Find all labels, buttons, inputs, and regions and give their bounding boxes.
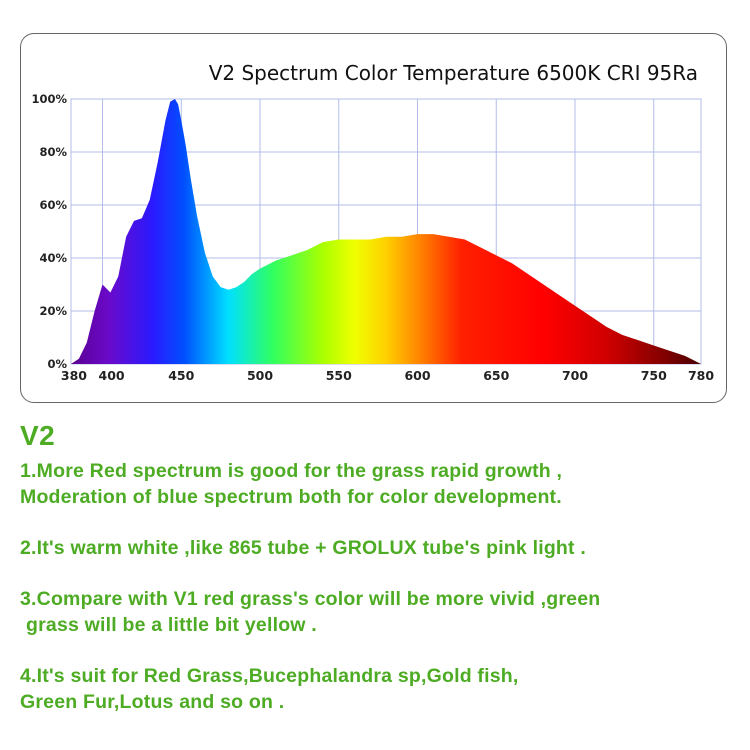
- note-line: 3.Compare with V1 red grass's color will…: [20, 588, 601, 610]
- chart-frame: V2 Spectrum Color Temperature 6500K CRI …: [20, 33, 727, 403]
- x-tick-label: 380: [61, 368, 87, 383]
- note-line: 4.It's suit for Red Grass,Bucephalandra …: [20, 665, 519, 687]
- y-tick-label: 100%: [31, 92, 67, 106]
- x-tick-label: 700: [562, 368, 588, 383]
- y-tick-labels: 0% 20% 40% 60% 80% 100%: [31, 92, 67, 371]
- x-tick-label: 550: [326, 368, 352, 383]
- note-item: 4.It's suit for Red Grass,Bucephalandra …: [20, 663, 745, 715]
- x-tick-label: 650: [483, 368, 509, 383]
- note-line: 2.It's warm white ,like 865 tube + GROLU…: [20, 537, 586, 559]
- note-item: 1.More Red spectrum is good for the gras…: [20, 458, 745, 510]
- x-tick-labels: 380 400 450 500 550 600 650 700 750 780: [61, 368, 714, 383]
- y-tick-label: 20%: [39, 304, 67, 318]
- y-tick-label: 40%: [39, 251, 67, 265]
- note-line: Moderation of blue spectrum both for col…: [20, 486, 562, 508]
- x-tick-label: 450: [168, 368, 194, 383]
- spectrum-chart: V2 Spectrum Color Temperature 6500K CRI …: [31, 61, 714, 383]
- note-item: 3.Compare with V1 red grass's color will…: [20, 586, 745, 638]
- y-tick-label: 60%: [39, 198, 67, 212]
- notes-heading: V2: [20, 420, 56, 451]
- x-tick-label: 600: [404, 368, 430, 383]
- note-item: 2.It's warm white ,like 865 tube + GROLU…: [20, 535, 745, 561]
- note-line: 1.More Red spectrum is good for the gras…: [20, 460, 563, 482]
- y-tick-label: 80%: [39, 145, 67, 159]
- x-tick-label: 400: [99, 368, 125, 383]
- chart-title: V2 Spectrum Color Temperature 6500K CRI …: [209, 61, 698, 85]
- note-line: Green Fur,Lotus and so on .: [20, 691, 285, 713]
- x-tick-label: 500: [247, 368, 273, 383]
- note-line: grass will be a little bit yellow .: [26, 614, 317, 636]
- y-tick-label: 0%: [47, 357, 67, 371]
- x-tick-label: 750: [641, 368, 667, 383]
- spectrum-area: [71, 99, 701, 364]
- notes-section: V2 1.More Red spectrum is good for the g…: [20, 420, 745, 740]
- x-tick-label: 780: [688, 368, 714, 383]
